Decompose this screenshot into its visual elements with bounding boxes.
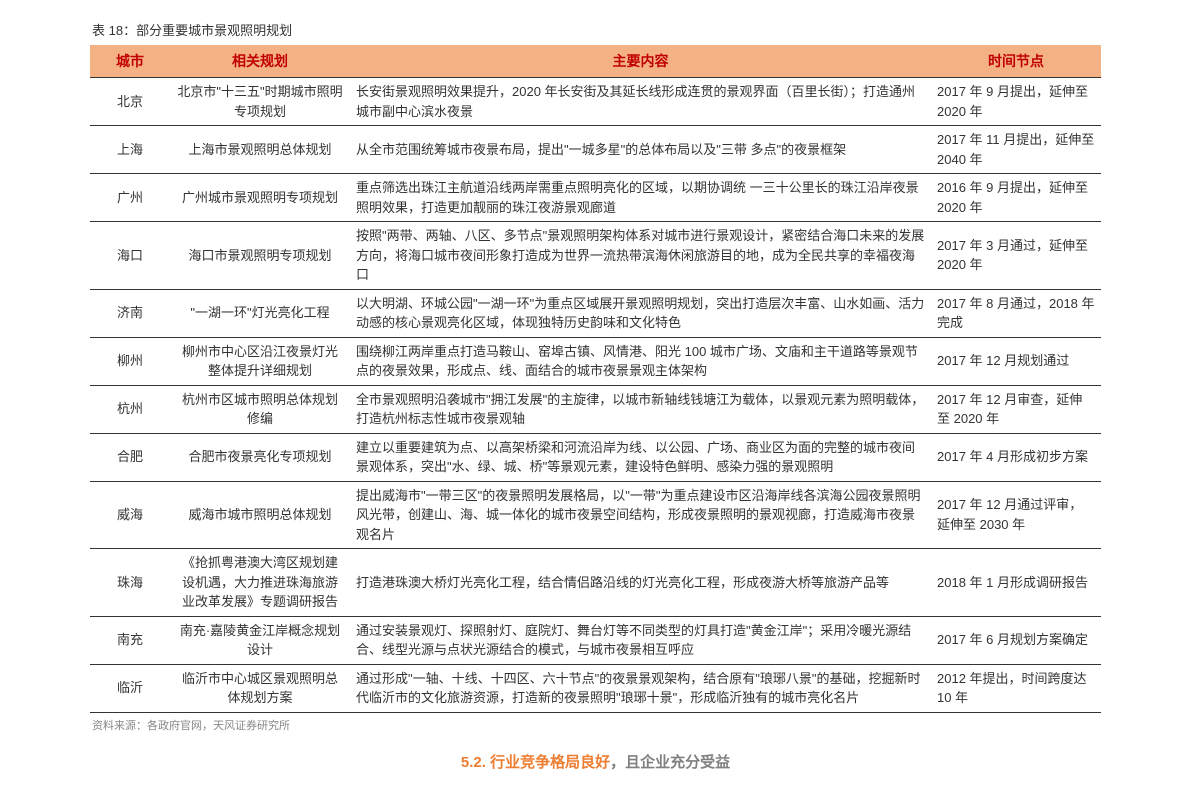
footer-sep: ， xyxy=(610,754,625,771)
table-row: 威海威海市城市照明总体规划提出威海市"一带三区"的夜景照明发展格局，以"一带"为… xyxy=(90,481,1101,549)
cell-content: 长安街景观照明效果提升，2020 年长安街及其延长线形成连贯的景观界面（百里长街… xyxy=(350,78,931,126)
table-row: 柳州柳州市中心区沿江夜景灯光整体提升详细规划围绕柳江两岸重点打造马鞍山、窑埠古镇… xyxy=(90,337,1101,385)
header-content: 主要内容 xyxy=(350,45,931,78)
cell-city: 广州 xyxy=(90,174,170,222)
header-city: 城市 xyxy=(90,45,170,78)
cell-plan: 威海市城市照明总体规划 xyxy=(170,481,350,549)
cell-time: 2017 年 8 月通过，2018 年完成 xyxy=(931,289,1101,337)
table-row: 海口海口市景观照明专项规划按照"两带、两轴、八区、多节点"景观照明架构体系对城市… xyxy=(90,222,1101,290)
table-title: 表 18：部分重要城市景观照明规划 xyxy=(90,20,1101,39)
cell-time: 2017 年 6 月规划方案确定 xyxy=(931,616,1101,664)
cell-time: 2017 年 12 月规划通过 xyxy=(931,337,1101,385)
cell-time: 2017 年 12 月审查，延伸至 2020 年 xyxy=(931,385,1101,433)
cell-city: 合肥 xyxy=(90,433,170,481)
table-row: 南充南充·嘉陵黄金江岸概念规划设计通过安装景观灯、探照射灯、庭院灯、舞台灯等不同… xyxy=(90,616,1101,664)
source-text: 资料来源：各政府官网，天风证券研究所 xyxy=(90,717,1101,733)
cell-plan: "一湖一环"灯光亮化工程 xyxy=(170,289,350,337)
cell-city: 海口 xyxy=(90,222,170,290)
cell-content: 重点筛选出珠江主航道沿线两岸需重点照明亮化的区域，以期协调统 一三十公里长的珠江… xyxy=(350,174,931,222)
cell-plan: 杭州市区城市照明总体规划修编 xyxy=(170,385,350,433)
table-row: 济南"一湖一环"灯光亮化工程以大明湖、环城公园"一湖一环"为重点区域展开景观照明… xyxy=(90,289,1101,337)
cell-content: 围绕柳江两岸重点打造马鞍山、窑埠古镇、风情港、阳光 100 城市广场、文庙和主干… xyxy=(350,337,931,385)
cell-plan: 南充·嘉陵黄金江岸概念规划设计 xyxy=(170,616,350,664)
cell-content: 建立以重要建筑为点、以高架桥梁和河流沿岸为线、以公园、广场、商业区为面的完整的城… xyxy=(350,433,931,481)
table-row: 珠海《抢抓粤港澳大湾区规划建设机遇，大力推进珠海旅游业改革发展》专题调研报告打造… xyxy=(90,549,1101,617)
footer-text1: 行业竞争格局良好 xyxy=(490,754,610,771)
cell-city: 上海 xyxy=(90,126,170,174)
cell-city: 杭州 xyxy=(90,385,170,433)
header-time: 时间节点 xyxy=(931,45,1101,78)
cell-time: 2017 年 12 月通过评审，延伸至 2030 年 xyxy=(931,481,1101,549)
cell-content: 以大明湖、环城公园"一湖一环"为重点区域展开景观照明规划，突出打造层次丰富、山水… xyxy=(350,289,931,337)
cell-plan: 广州城市景观照明专项规划 xyxy=(170,174,350,222)
cell-time: 2016 年 9 月提出，延伸至 2020 年 xyxy=(931,174,1101,222)
header-row: 城市 相关规划 主要内容 时间节点 xyxy=(90,45,1101,78)
cell-plan: 柳州市中心区沿江夜景灯光整体提升详细规划 xyxy=(170,337,350,385)
cell-time: 2018 年 1 月形成调研报告 xyxy=(931,549,1101,617)
cell-time: 2017 年 4 月形成初步方案 xyxy=(931,433,1101,481)
table-row: 合肥合肥市夜景亮化专项规划建立以重要建筑为点、以高架桥梁和河流沿岸为线、以公园、… xyxy=(90,433,1101,481)
footer-text2: 且企业充分受益 xyxy=(625,754,730,771)
cell-city: 威海 xyxy=(90,481,170,549)
footer-num: 5.2. xyxy=(461,754,486,771)
cell-plan: 《抢抓粤港澳大湾区规划建设机遇，大力推进珠海旅游业改革发展》专题调研报告 xyxy=(170,549,350,617)
table-row: 北京北京市"十三五"时期城市照明专项规划长安街景观照明效果提升，2020 年长安… xyxy=(90,78,1101,126)
cell-content: 从全市范围统筹城市夜景布局，提出"一城多星"的总体布局以及"三带 多点"的夜景框… xyxy=(350,126,931,174)
table-row: 杭州杭州市区城市照明总体规划修编全市景观照明沿袭城市"拥江发展"的主旋律，以城市… xyxy=(90,385,1101,433)
cell-content: 通过安装景观灯、探照射灯、庭院灯、舞台灯等不同类型的灯具打造"黄金江岸"；采用冷… xyxy=(350,616,931,664)
cell-content: 按照"两带、两轴、八区、多节点"景观照明架构体系对城市进行景观设计，紧密结合海口… xyxy=(350,222,931,290)
table-row: 广州广州城市景观照明专项规划重点筛选出珠江主航道沿线两岸需重点照明亮化的区域，以… xyxy=(90,174,1101,222)
cell-city: 珠海 xyxy=(90,549,170,617)
cell-plan: 上海市景观照明总体规划 xyxy=(170,126,350,174)
city-lighting-table: 城市 相关规划 主要内容 时间节点 北京北京市"十三五"时期城市照明专项规划长安… xyxy=(90,45,1101,713)
header-plan: 相关规划 xyxy=(170,45,350,78)
cell-city: 济南 xyxy=(90,289,170,337)
cell-content: 通过形成"一轴、十线、十四区、六十节点"的夜景景观架构，结合原有"琅琊八景"的基… xyxy=(350,664,931,712)
cell-city: 南充 xyxy=(90,616,170,664)
cell-content: 提出威海市"一带三区"的夜景照明发展格局，以"一带"为重点建设市区沿海岸线各滨海… xyxy=(350,481,931,549)
cell-plan: 海口市景观照明专项规划 xyxy=(170,222,350,290)
cell-city: 临沂 xyxy=(90,664,170,712)
cell-plan: 合肥市夜景亮化专项规划 xyxy=(170,433,350,481)
cell-time: 2017 年 9 月提出，延伸至 2020 年 xyxy=(931,78,1101,126)
table-row: 上海上海市景观照明总体规划从全市范围统筹城市夜景布局，提出"一城多星"的总体布局… xyxy=(90,126,1101,174)
cell-content: 全市景观照明沿袭城市"拥江发展"的主旋律，以城市新轴线钱塘江为载体，以景观元素为… xyxy=(350,385,931,433)
cell-time: 2012 年提出，时间跨度达 10 年 xyxy=(931,664,1101,712)
cell-city: 北京 xyxy=(90,78,170,126)
cell-time: 2017 年 3 月通过，延伸至 2020 年 xyxy=(931,222,1101,290)
cell-time: 2017 年 11 月提出，延伸至 2040 年 xyxy=(931,126,1101,174)
cell-city: 柳州 xyxy=(90,337,170,385)
footer-section-title: 5.2. 行业竞争格局良好，且企业充分受益 xyxy=(90,751,1101,772)
cell-plan: 临沂市中心城区景观照明总体规划方案 xyxy=(170,664,350,712)
table-row: 临沂临沂市中心城区景观照明总体规划方案通过形成"一轴、十线、十四区、六十节点"的… xyxy=(90,664,1101,712)
cell-plan: 北京市"十三五"时期城市照明专项规划 xyxy=(170,78,350,126)
cell-content: 打造港珠澳大桥灯光亮化工程，结合情侣路沿线的灯光亮化工程，形成夜游大桥等旅游产品… xyxy=(350,549,931,617)
